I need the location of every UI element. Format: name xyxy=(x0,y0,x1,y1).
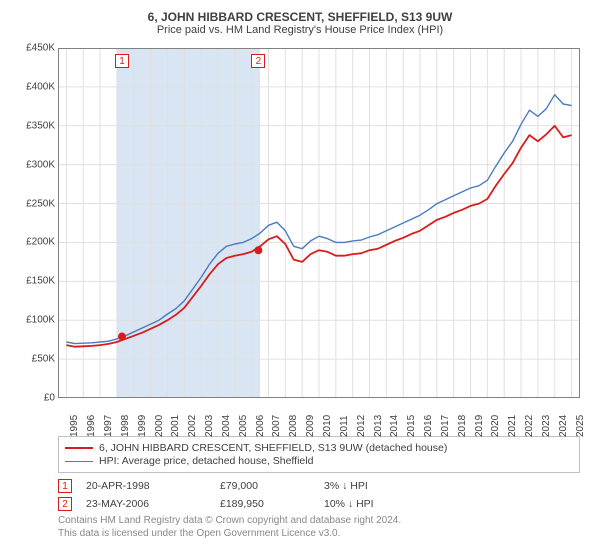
event-marker-1: 1 xyxy=(58,479,72,493)
xtick-label: 2024 xyxy=(558,415,569,437)
xtick-label: 1998 xyxy=(120,415,131,437)
attribution-line1: Contains HM Land Registry data © Crown c… xyxy=(58,515,580,528)
ytick-label: £200K xyxy=(26,237,55,248)
xtick-label: 2013 xyxy=(373,415,384,437)
legend-swatch-property xyxy=(65,447,93,449)
ytick-label: £150K xyxy=(26,276,55,287)
xtick-label: 1999 xyxy=(137,415,148,437)
ytick-label: £0 xyxy=(44,393,55,404)
attribution: Contains HM Land Registry data © Crown c… xyxy=(58,515,580,540)
xtick-label: 2009 xyxy=(305,415,316,437)
event-delta-1: 3% ↓ HPI xyxy=(324,480,414,492)
xtick-label: 2011 xyxy=(339,415,350,437)
xtick-label: 1996 xyxy=(86,415,97,437)
xtick-label: 2003 xyxy=(204,415,215,437)
xtick-label: 2025 xyxy=(575,415,586,437)
chart-subtitle: Price paid vs. HM Land Registry's House … xyxy=(10,24,590,36)
xtick-label: 2023 xyxy=(541,415,552,437)
legend-label-property: 6, JOHN HIBBARD CRESCENT, SHEFFIELD, S13… xyxy=(99,442,447,454)
xtick-label: 2010 xyxy=(322,415,333,437)
event-date-2: 23-MAY-2006 xyxy=(86,498,206,510)
legend-label-hpi: HPI: Average price, detached house, Shef… xyxy=(99,455,313,467)
xtick-label: 2022 xyxy=(524,415,535,437)
xtick-label: 2016 xyxy=(423,415,434,437)
xtick-label: 2007 xyxy=(271,415,282,437)
ytick-label: £300K xyxy=(26,159,55,170)
xtick-label: 2019 xyxy=(474,415,485,437)
xtick-label: 2018 xyxy=(457,415,468,437)
ytick-label: £50K xyxy=(32,354,55,365)
chart-title: 6, JOHN HIBBARD CRESCENT, SHEFFIELD, S13… xyxy=(10,10,590,24)
ytick-label: £450K xyxy=(26,43,55,54)
legend: 6, JOHN HIBBARD CRESCENT, SHEFFIELD, S13… xyxy=(58,436,580,473)
legend-row-hpi: HPI: Average price, detached house, Shef… xyxy=(65,455,573,467)
events-table: 1 20-APR-1998 £79,000 3% ↓ HPI 2 23-MAY-… xyxy=(58,479,580,511)
event-row-2: 2 23-MAY-2006 £189,950 10% ↓ HPI xyxy=(58,497,580,511)
ytick-label: £350K xyxy=(26,120,55,131)
plot-area xyxy=(58,48,580,398)
plot-marker-2: 2 xyxy=(251,54,265,68)
xtick-label: 2006 xyxy=(255,415,266,437)
attribution-line2: This data is licensed under the Open Gov… xyxy=(58,528,580,541)
xtick-label: 2012 xyxy=(356,415,367,437)
xtick-label: 2005 xyxy=(238,415,249,437)
xtick-label: 2015 xyxy=(406,415,417,437)
xtick-label: 2017 xyxy=(440,415,451,437)
ytick-label: £250K xyxy=(26,198,55,209)
xtick-label: 2008 xyxy=(288,415,299,437)
plot-marker-1: 1 xyxy=(115,54,129,68)
event-row-1: 1 20-APR-1998 £79,000 3% ↓ HPI xyxy=(58,479,580,493)
xtick-label: 1997 xyxy=(103,415,114,437)
xtick-label: 2021 xyxy=(507,415,518,437)
legend-row-property: 6, JOHN HIBBARD CRESCENT, SHEFFIELD, S13… xyxy=(65,442,573,454)
xtick-label: 2014 xyxy=(389,415,400,437)
xtick-label: 2002 xyxy=(187,415,198,437)
event-date-1: 20-APR-1998 xyxy=(86,480,206,492)
legend-swatch-hpi xyxy=(65,461,93,462)
xtick-label: 2001 xyxy=(170,415,181,437)
ytick-label: £400K xyxy=(26,81,55,92)
event-marker-2: 2 xyxy=(58,497,72,511)
plot-svg xyxy=(58,48,580,398)
xtick-label: 2004 xyxy=(221,415,232,437)
event-delta-2: 10% ↓ HPI xyxy=(324,498,414,510)
event-price-2: £189,950 xyxy=(220,498,310,510)
ytick-label: £100K xyxy=(26,315,55,326)
xtick-label: 2020 xyxy=(490,415,501,437)
chart-area: £0 £50K £100K £150K £200K £250K £300K £350K £400… xyxy=(10,42,590,432)
xtick-label: 1995 xyxy=(69,415,80,437)
event-price-1: £79,000 xyxy=(220,480,310,492)
xtick-label: 2000 xyxy=(154,415,165,437)
